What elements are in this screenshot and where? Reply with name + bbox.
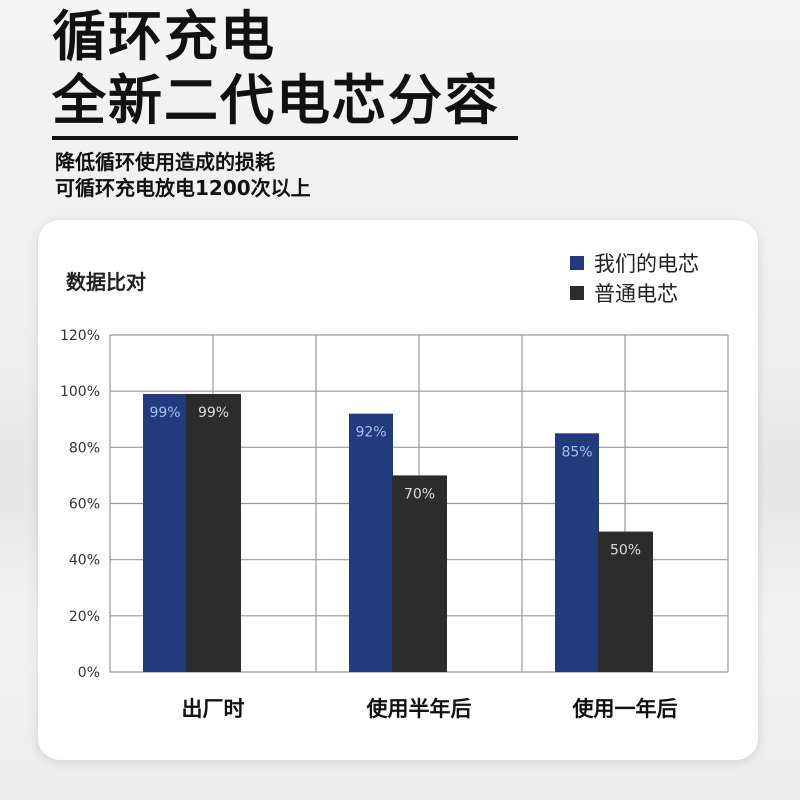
legend-label-ours: 我们的电芯 [594, 252, 699, 276]
headline-line-1: 循环充电 [52, 5, 276, 68]
legend-label-regular: 普通电芯 [594, 282, 678, 306]
data-label: 99% [149, 405, 180, 421]
data-label: 99% [198, 405, 229, 421]
legend-item-regular: 普通电芯 [570, 278, 699, 308]
y-tick-label: 40% [69, 553, 100, 569]
y-tick-label: 80% [69, 440, 100, 456]
chart-legend: 我们的电芯 普通电芯 [570, 248, 699, 308]
chart-title: 数据比对 [66, 270, 146, 294]
headline-line-2: 全新二代电芯分容 [52, 69, 500, 132]
data-label: 85% [561, 444, 592, 460]
legend-swatch-ours [570, 256, 584, 270]
data-label: 92% [355, 425, 386, 441]
bar-ours [143, 393, 187, 672]
legend-item-ours: 我们的电芯 [570, 248, 699, 278]
y-tick-label: 120% [60, 328, 100, 344]
bar-regular [392, 475, 447, 672]
y-tick-label: 20% [69, 609, 100, 625]
data-label: 70% [404, 486, 435, 502]
subtitle-line-2: 可循环充电放电1200次以上 [55, 176, 311, 200]
bar-regular [598, 531, 653, 672]
bar-ours [349, 413, 393, 672]
subtitle-line-1: 降低循环使用造成的损耗 [55, 150, 275, 174]
legend-swatch-regular [570, 286, 584, 300]
headline-underline [52, 136, 518, 140]
bar-regular [186, 393, 241, 672]
x-category-label: 出厂时 [182, 697, 245, 721]
data-label: 50% [610, 543, 641, 559]
y-tick-label: 0% [78, 665, 100, 681]
x-category-label: 使用半年后 [366, 697, 472, 721]
y-tick-label: 60% [69, 497, 100, 513]
bar-ours [555, 433, 599, 672]
y-tick-label: 100% [60, 384, 100, 400]
x-category-label: 使用一年后 [572, 697, 678, 721]
